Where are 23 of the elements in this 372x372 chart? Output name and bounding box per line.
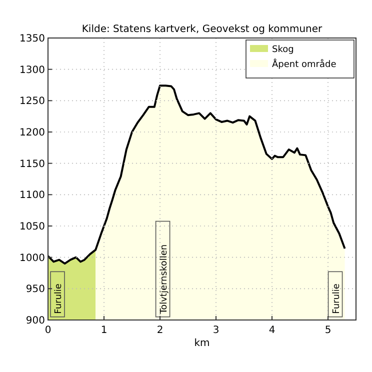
legend-label: Skog: [272, 45, 294, 55]
x-tick-label: 3: [212, 325, 220, 336]
y-tick-label: 1350: [20, 34, 45, 44]
annotation: Furulie: [54, 283, 64, 314]
annotation: Tolvtjernskollen: [159, 244, 170, 315]
annotation: Furulie: [332, 283, 342, 314]
x-axis-title: km: [194, 338, 210, 349]
legend-label: Åpent område: [272, 58, 337, 70]
x-tick-label: 2: [156, 325, 164, 336]
y-tick-label: 1200: [20, 128, 45, 138]
x-tick-label: 1: [100, 325, 108, 336]
x-tick-label: 0: [44, 325, 52, 336]
chart-title: Kilde: Statens kartverk, Geovekst og kommuner: [82, 24, 324, 35]
y-tick-label: 1300: [20, 64, 45, 76]
x-tick-label: 5: [324, 325, 332, 336]
y-tick-label: 950: [26, 284, 45, 296]
y-tick-label: 1050: [20, 222, 45, 232]
y-tick-label: 900: [26, 316, 45, 326]
y-tick-label: 1100: [20, 190, 45, 202]
y-tick-label: 1250: [20, 96, 45, 108]
y-tick-label: 1000: [20, 252, 45, 264]
x-tick-label: 4: [268, 325, 276, 336]
y-tick-label: 1150: [20, 158, 45, 170]
